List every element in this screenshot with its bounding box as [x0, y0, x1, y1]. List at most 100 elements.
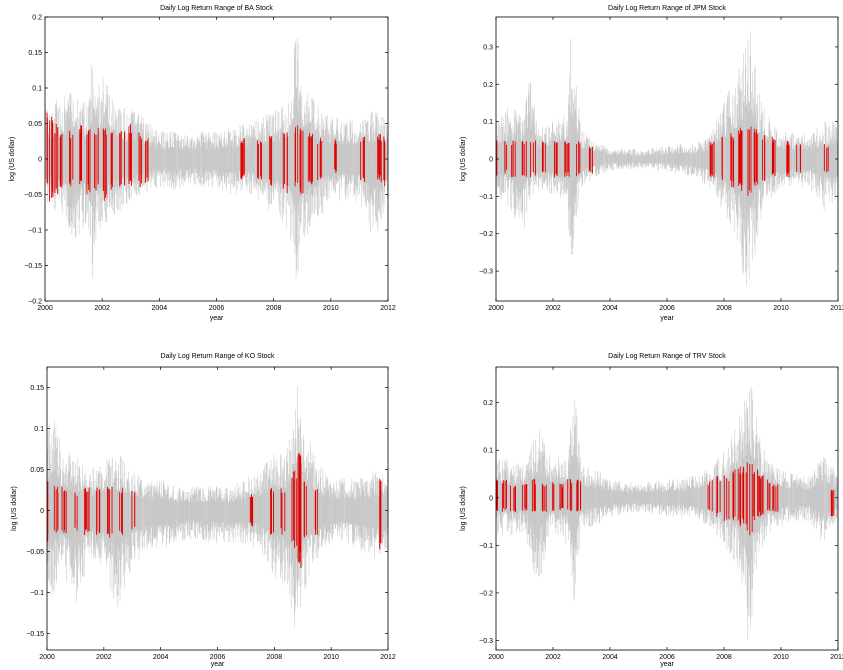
y-tick-label: 0.2 [483, 400, 493, 407]
highlight-bar [53, 485, 59, 533]
highlight-bar [730, 133, 735, 188]
chart-title: Daily Log Return Range of KO Stock [160, 353, 275, 360]
highlight-bar [294, 125, 299, 187]
highlight-bar [94, 127, 99, 191]
highlight-bar [317, 138, 323, 181]
x-tick-label: 2000 [488, 305, 504, 312]
highlight-bar [564, 141, 570, 177]
y-tick-label: 0.1 [34, 426, 44, 433]
y-tick-label: −0.1 [30, 590, 44, 597]
highlight-bar [772, 483, 779, 512]
highlight-bar [84, 487, 90, 536]
highlight-bar [54, 123, 59, 195]
y-tick-label: −0.1 [479, 194, 493, 201]
highlight-bar [707, 479, 713, 512]
highlight-bar [753, 128, 758, 186]
highlight-bar [307, 132, 313, 185]
highlight-bar [767, 479, 771, 511]
highlight-bar [74, 492, 78, 531]
chart-panel-ba: Daily Log Return Range of BA Stock 2000 20… [0, 0, 420, 330]
x-tick-label: 2006 [209, 305, 225, 312]
highlight-bar [297, 453, 302, 568]
highlight-bar [576, 479, 582, 512]
y-axis-label: log (US dollar) [11, 486, 18, 531]
y-axis-label: log (US dollar) [460, 137, 467, 182]
y-axis: −0.15 −0.1 −0.05 0 0.05 0.1 0.15 [26, 385, 388, 638]
x-tick-label: 2004 [153, 654, 169, 661]
highlight-bar [541, 141, 546, 173]
x-tick-label: 2006 [659, 654, 675, 661]
range-bars [495, 386, 839, 640]
highlight-bar [314, 489, 318, 535]
highlight-bar [504, 141, 508, 174]
highlight-bar [511, 140, 516, 177]
y-tick-label: 0.3 [483, 44, 493, 51]
x-tick-label: 2012 [830, 654, 843, 661]
y-tick-label: −0.05 [26, 549, 44, 556]
x-tick-label: 2000 [37, 305, 53, 312]
y-tick-label: −0.15 [24, 263, 42, 270]
x-tick-label: 2004 [152, 305, 168, 312]
highlight-bar [49, 116, 54, 202]
highlight-bar [567, 478, 573, 512]
highlight-bar [270, 488, 275, 535]
y-tick-label: −0.15 [26, 631, 44, 638]
highlight-bar [576, 141, 581, 177]
y-tick-label: 0.1 [32, 86, 42, 93]
y-tick-label: 0 [489, 495, 493, 502]
highlight-bar [738, 127, 743, 191]
highlight-bar [379, 136, 386, 187]
highlight-bar [138, 132, 142, 188]
chart-panel-ko: Daily Log Return Range of KO Stock 2000 20… [0, 345, 420, 670]
x-tick-label: 2012 [380, 654, 396, 661]
highlight-bar [758, 475, 764, 517]
range-series [495, 386, 839, 640]
highlight-bar [830, 490, 835, 517]
y-tick-label: −0.3 [479, 269, 493, 276]
highlight-bar [742, 466, 747, 524]
series-group [495, 31, 839, 286]
x-tick-label: 2010 [773, 305, 789, 312]
y-tick-label: 0.15 [28, 50, 42, 57]
x-tick-label: 2008 [716, 654, 732, 661]
highlight-bar [709, 141, 715, 178]
highlight-bar [716, 476, 721, 517]
x-axis-label: year [210, 315, 224, 322]
highlight-series [496, 126, 829, 196]
highlight-bar [771, 136, 776, 177]
highlight-bar [761, 135, 766, 182]
highlight-bar [522, 484, 528, 511]
chart-panel-jpm: Daily Log Return Range of JPM Stock 2000 2… [422, 0, 843, 330]
x-axis-label: year [660, 315, 674, 322]
y-tick-label: 0.05 [28, 121, 42, 128]
highlight-bar [552, 482, 555, 511]
x-tick-label: 2002 [545, 654, 561, 661]
y-axis: −0.2 −0.15 −0.1 −0.05 0 0.05 0.1 0.15 0.2 [24, 15, 388, 306]
x-axis: 2000 2002 2004 2006 2008 2010 2012 [37, 17, 396, 312]
y-tick-label: 0 [489, 157, 493, 164]
highlight-bar [501, 480, 508, 512]
y-tick-label: −0.1 [28, 228, 42, 235]
highlight-bar [752, 469, 759, 521]
chart-panel-trv: Daily Log Return Range of TRV Stock 2000 2… [422, 345, 843, 670]
highlight-bar [128, 123, 132, 186]
highlight-bar [303, 481, 307, 538]
highlight-bar [360, 136, 365, 182]
x-tick-label: 2010 [773, 654, 789, 661]
highlight-bar [291, 470, 298, 548]
x-tick-label: 2010 [323, 305, 339, 312]
x-tick-label: 2002 [96, 654, 112, 661]
highlight-series [47, 453, 382, 568]
x-axis-label: year [660, 661, 674, 668]
highlight-bar [107, 486, 113, 538]
highlight-series [46, 112, 386, 202]
y-tick-label: −0.1 [479, 543, 493, 550]
range-bars [46, 386, 389, 628]
series-group [44, 38, 389, 279]
highlight-bar [59, 133, 63, 188]
highlight-bar [377, 134, 381, 180]
highlight-bar [257, 140, 262, 180]
